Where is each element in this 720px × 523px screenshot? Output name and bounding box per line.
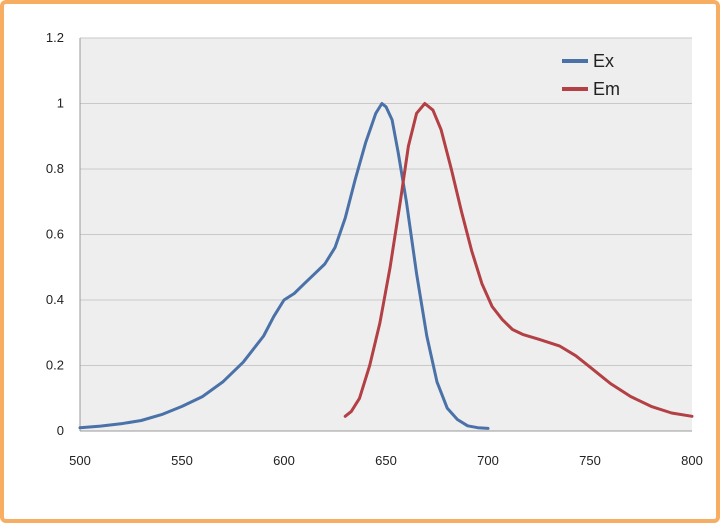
y-tick-label: 0.8: [46, 161, 64, 176]
legend-label-ex: Ex: [593, 51, 614, 71]
y-tick-label: 0.4: [46, 292, 64, 307]
y-tick-label: 0: [57, 423, 64, 438]
y-tick-label: 0.6: [46, 227, 64, 242]
y-tick-labels: 0 0.2 0.4 0.6 0.8 1 1.2: [46, 30, 64, 438]
x-tick-label: 600: [273, 453, 295, 468]
x-tick-label: 700: [477, 453, 499, 468]
y-tick-label: 0.2: [46, 358, 64, 373]
series-line-ex: [78, 102, 490, 430]
y-tick-label: 1: [57, 96, 64, 111]
gridlines: [80, 37, 692, 366]
series-lines: [78, 102, 694, 430]
x-tick-label: 550: [171, 453, 193, 468]
x-tick-label: 800: [681, 453, 703, 468]
x-tick-label: 500: [69, 453, 91, 468]
legend: Ex Em: [562, 51, 620, 99]
series-line-em: [343, 102, 694, 418]
x-tick-label: 650: [375, 453, 397, 468]
legend-label-em: Em: [593, 79, 620, 99]
x-tick-labels: 500 550 600 650 700 750 800: [69, 453, 703, 468]
y-tick-label: 1.2: [46, 30, 64, 45]
x-tick-label: 750: [579, 453, 601, 468]
